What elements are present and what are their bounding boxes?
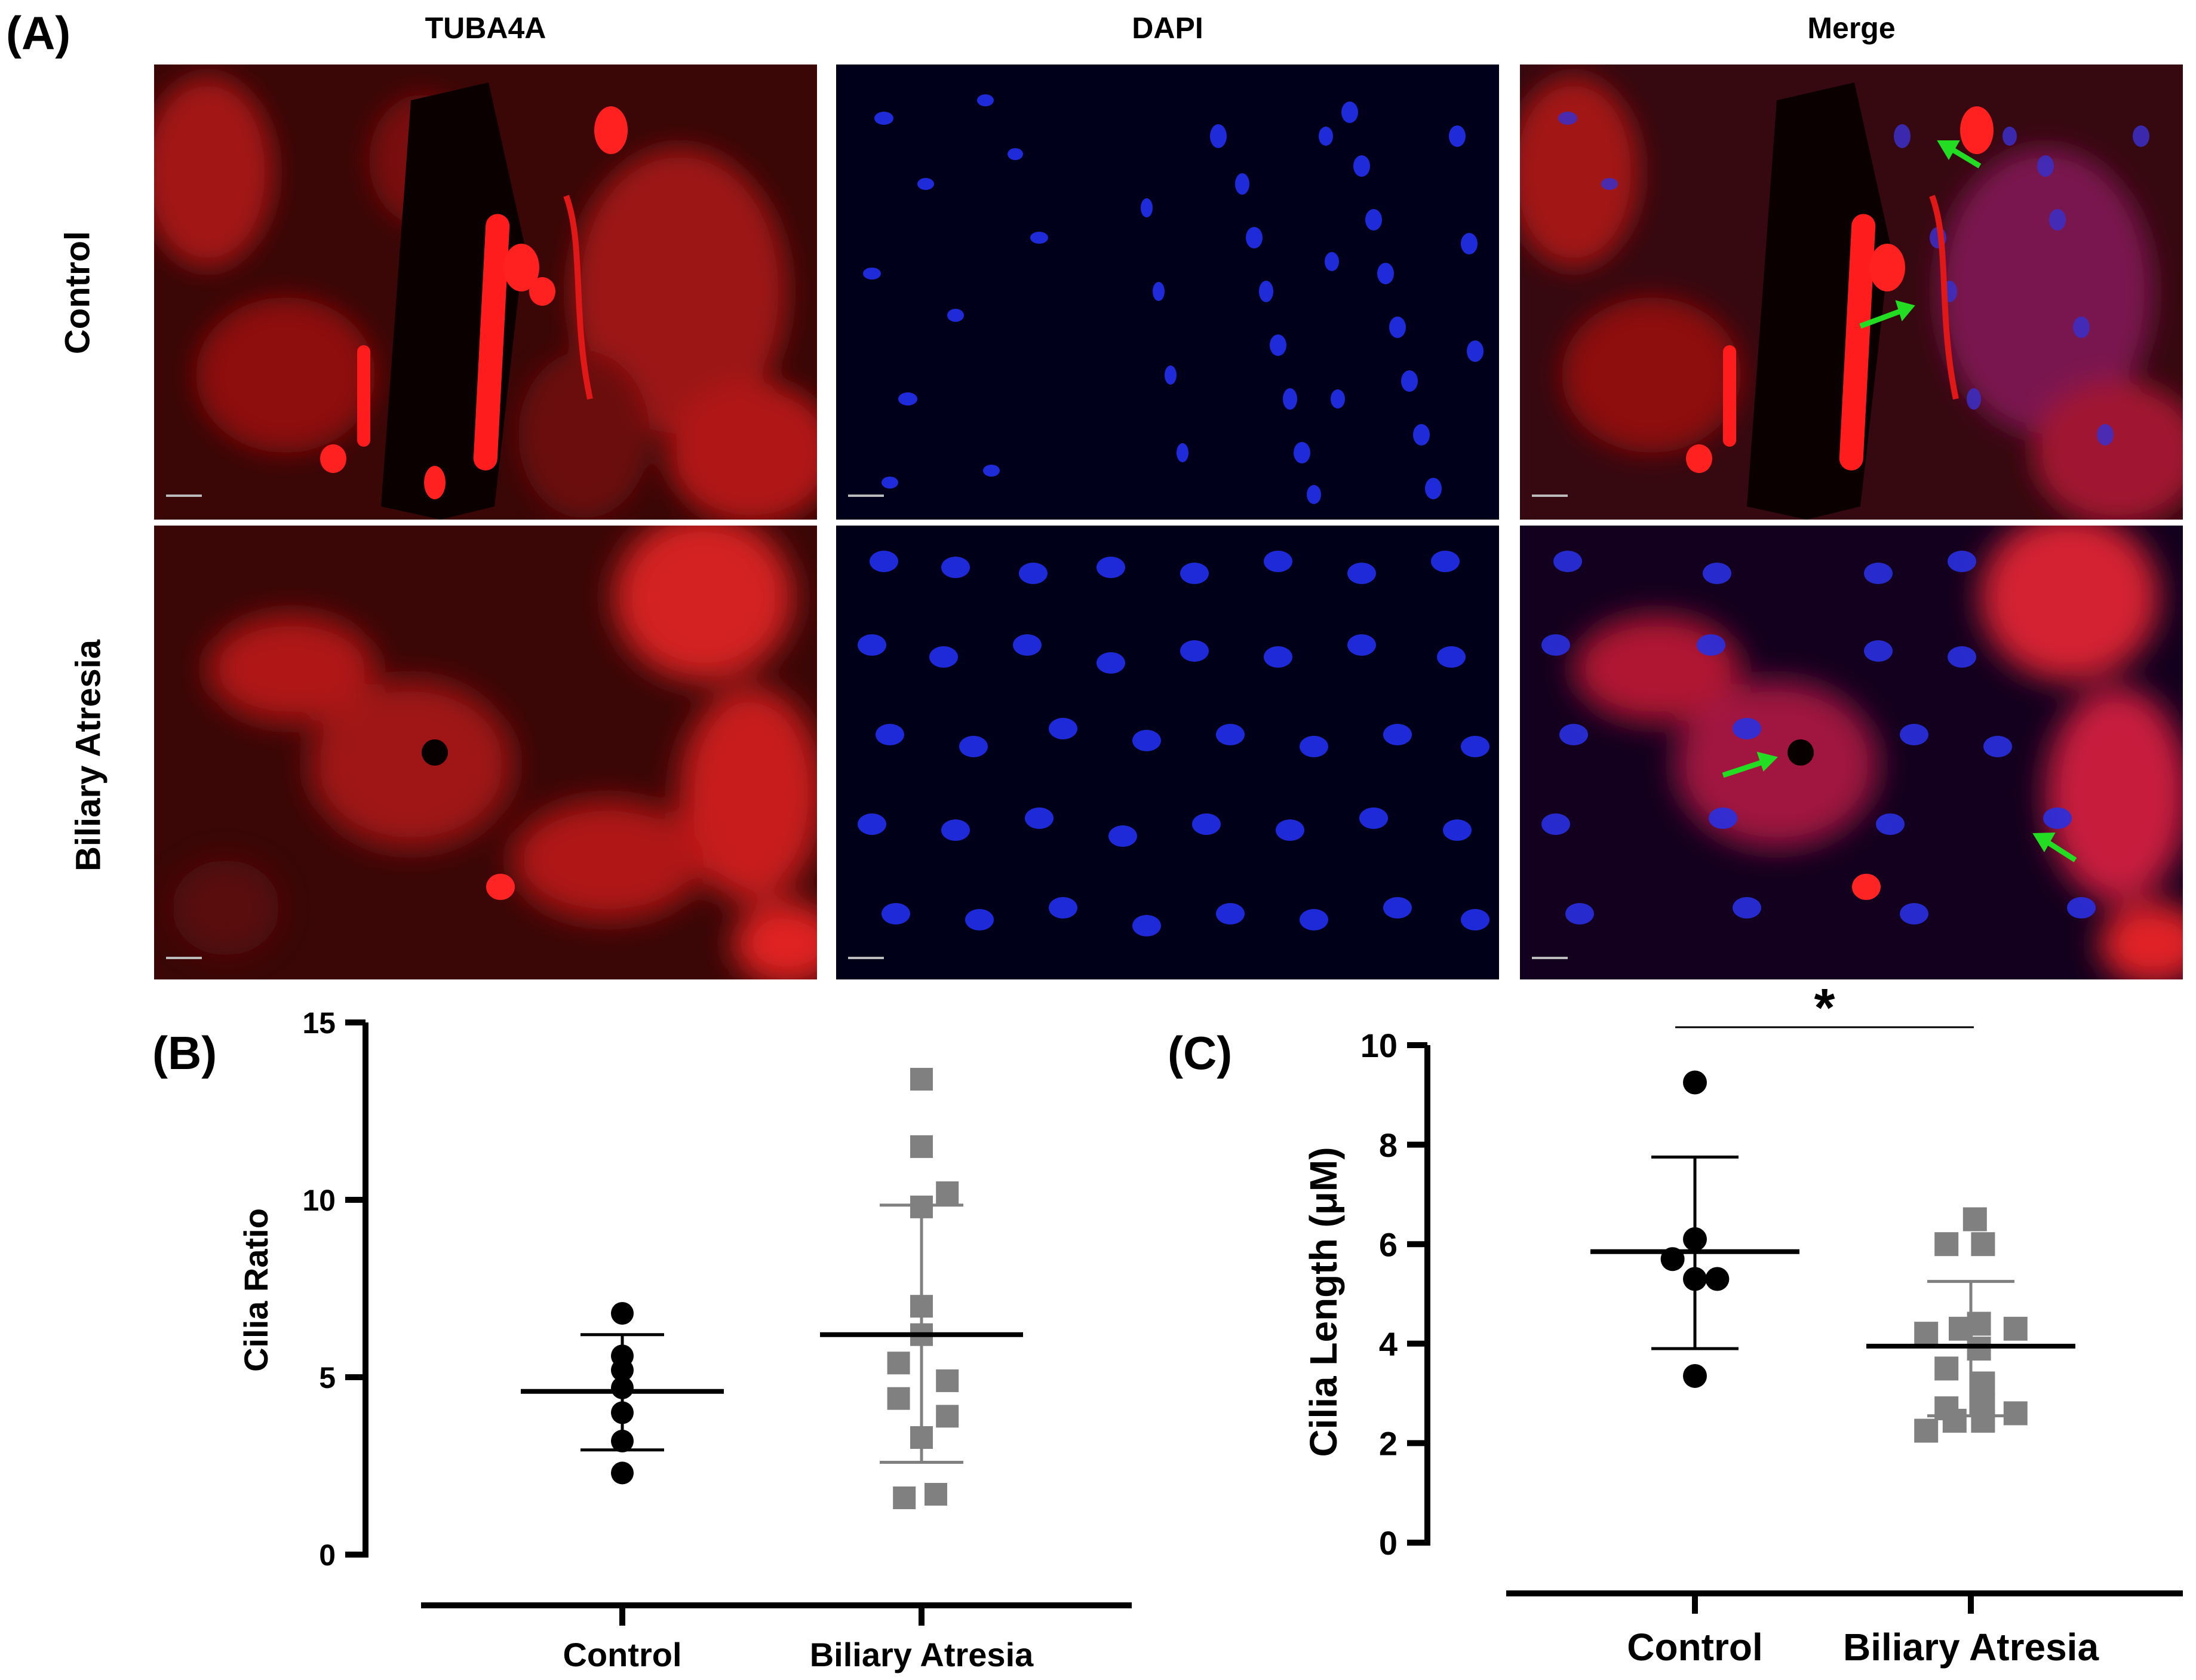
chart-c-data-point: [1962, 1207, 1987, 1231]
chart-b-data-point: [936, 1369, 959, 1392]
chart-b-data-point: [893, 1486, 916, 1509]
chart-b-x-tick-label: Control: [563, 1636, 681, 1673]
chart-b-data-point: [611, 1302, 634, 1325]
micrograph-control-merge: [1520, 65, 2183, 520]
chart-b-data-point: [611, 1359, 634, 1382]
chart-c-data-point: [1683, 1363, 1707, 1388]
column-heading-merge: Merge: [1807, 11, 1896, 45]
chart-b-data-point: [910, 1195, 933, 1218]
micrograph-control-tuba4a: [154, 65, 817, 520]
chart-c-y-tick-label: 0: [1379, 1524, 1398, 1562]
chart-b-y-tick-label: 5: [319, 1361, 336, 1395]
chart-c-data-point: [1934, 1232, 1959, 1257]
chart-b-data-point: [910, 1068, 933, 1091]
panel-b-label: (B): [152, 1027, 217, 1079]
chart-b-x-tick-label: Biliary Atresia: [810, 1636, 1034, 1673]
chart-b-data-point: [936, 1181, 959, 1205]
micrograph-ba-merge: [1520, 526, 2183, 979]
chart-c-data-point: [2003, 1316, 2028, 1341]
chart-b-data-point: [910, 1135, 933, 1158]
chart-c-data-point: [1942, 1408, 1967, 1433]
chart-b-data-point: [887, 1387, 910, 1410]
chart-b-data-point: [936, 1405, 959, 1428]
chart-c-y-tick-label: 6: [1379, 1226, 1398, 1263]
chart-c-data-point: [1914, 1418, 1939, 1443]
chart-c-data-point: [1914, 1322, 1939, 1346]
chart-c-data-point: [1971, 1232, 1995, 1257]
chart-c-y-tick-label: 8: [1379, 1126, 1398, 1164]
chart-c-data-point: [1705, 1267, 1730, 1291]
chart-c-data-point: [1967, 1312, 1991, 1336]
chart-c-data-point: [1971, 1371, 1995, 1396]
chart-c-data-point: [1971, 1408, 1995, 1433]
column-heading-tuba4a: TUBA4A: [425, 11, 546, 45]
chart-b-y-tick-label: 0: [319, 1538, 336, 1572]
chart-b-data-point: [611, 1376, 634, 1399]
micrograph-ba-tuba4a: [154, 526, 817, 979]
chart-b-data-point: [611, 1401, 634, 1424]
chart-c-significance-star: *: [1814, 978, 1835, 1038]
chart-c-data-point: [1934, 1356, 1959, 1381]
panel-a-label: (A): [6, 7, 71, 59]
chart-c-y-axis-label: Cilia Length (μM): [1302, 1147, 1345, 1457]
chart-c-data-point: [1683, 1227, 1707, 1251]
chart-c-data-point: [2003, 1401, 2028, 1426]
chart-c-data-point: [1683, 1070, 1707, 1095]
chart-c-y-tick-label: 10: [1360, 1027, 1398, 1064]
chart-c-y-tick-label: 2: [1379, 1425, 1398, 1463]
chart-b-y-tick-label: 10: [302, 1184, 336, 1217]
chart-b-y-tick-label: 15: [302, 1006, 336, 1040]
chart-c-data-point: [1967, 1337, 1991, 1361]
chart-c-y-tick-label: 4: [1379, 1325, 1398, 1363]
chart-b-y-axis-label: Cilia Ratio: [237, 1208, 275, 1372]
chart-c-x-tick-label: Control: [1627, 1626, 1763, 1669]
chart-b-data-point: [611, 1461, 634, 1485]
chart-c-data-point: [1683, 1267, 1707, 1291]
chart-b-data-point: [910, 1295, 933, 1318]
micrograph-ba-dapi: [836, 526, 1499, 979]
micrograph-control-dapi: [836, 65, 1499, 520]
chart-b-data-point: [925, 1483, 947, 1506]
column-heading-dapi: DAPI: [1132, 11, 1203, 45]
chart-b-data-point: [611, 1429, 634, 1452]
chart-b-data-point: [910, 1426, 933, 1449]
chart-b-data-point: [887, 1352, 910, 1375]
chart-c-x-tick-label: Biliary Atresia: [1843, 1626, 2099, 1669]
panel-c-label: (C): [1168, 1027, 1233, 1079]
